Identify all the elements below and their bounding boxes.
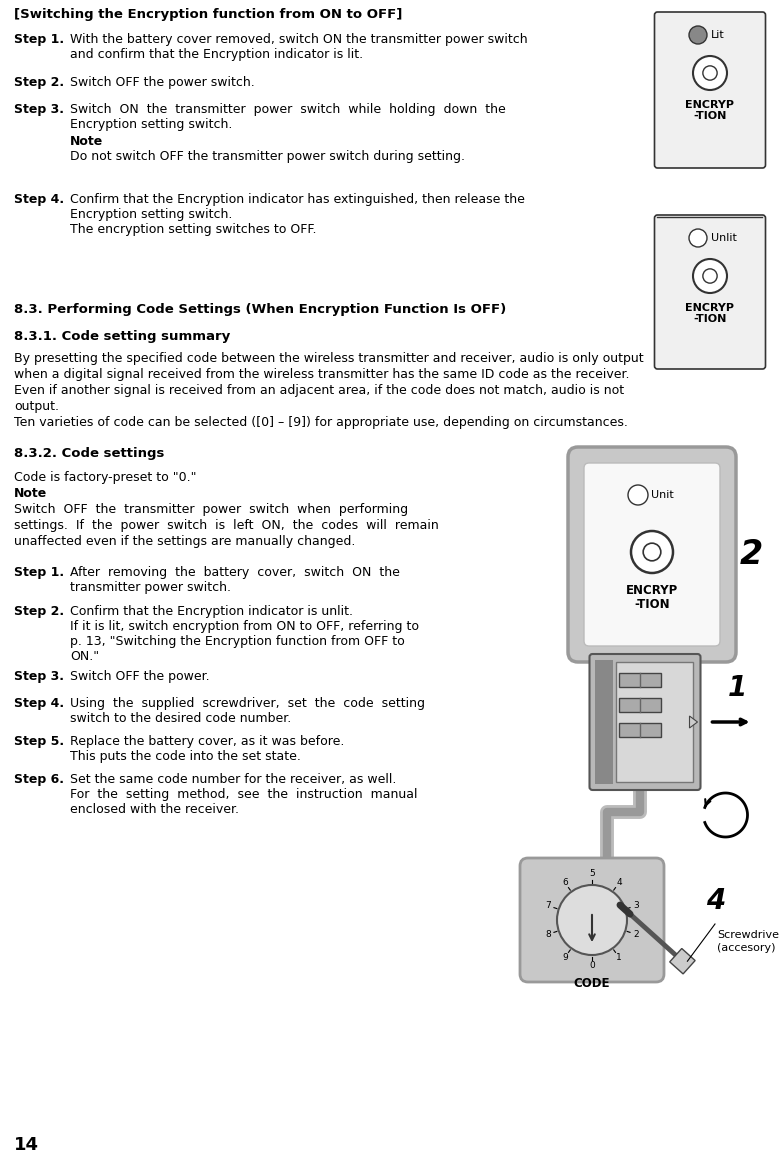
FancyBboxPatch shape (520, 859, 664, 982)
Text: 14: 14 (14, 1136, 39, 1154)
Circle shape (703, 66, 717, 80)
Text: Do not switch OFF the transmitter power switch during setting.: Do not switch OFF the transmitter power … (70, 150, 465, 163)
FancyBboxPatch shape (654, 215, 766, 369)
Text: 9: 9 (562, 953, 568, 961)
Text: [Switching the Encryption function from ON to OFF]: [Switching the Encryption function from … (14, 8, 403, 21)
Text: Screwdriver: Screwdriver (717, 930, 779, 941)
Text: Step 5.: Step 5. (14, 735, 64, 748)
Bar (619, 698, 661, 712)
Text: p. 13, "Switching the Encryption function from OFF to: p. 13, "Switching the Encryption functio… (70, 635, 405, 649)
Text: 1: 1 (728, 674, 747, 702)
FancyBboxPatch shape (584, 463, 720, 646)
FancyBboxPatch shape (590, 654, 700, 790)
Text: 8.3.2. Code settings: 8.3.2. Code settings (14, 447, 164, 460)
Text: 2: 2 (740, 538, 763, 571)
Text: With the battery cover removed, switch ON the transmitter power switch: With the battery cover removed, switch O… (70, 33, 527, 46)
Text: transmitter power switch.: transmitter power switch. (70, 580, 231, 594)
Text: settings.  If  the  power  switch  is  left  ON,  the  codes  will  remain: settings. If the power switch is left ON… (14, 519, 439, 532)
Text: Step 4.: Step 4. (14, 193, 64, 207)
Text: Step 2.: Step 2. (14, 605, 64, 619)
Text: This puts the code into the set state.: This puts the code into the set state. (70, 750, 301, 763)
Text: 8: 8 (545, 930, 551, 938)
Text: ENCRYP
-TION: ENCRYP -TION (686, 100, 735, 121)
Text: 5: 5 (589, 869, 595, 878)
Text: Unlit: Unlit (711, 233, 737, 243)
Text: and confirm that the Encryption indicator is lit.: and confirm that the Encryption indicato… (70, 48, 363, 61)
Circle shape (689, 228, 707, 247)
Circle shape (643, 544, 661, 561)
Text: Using  the  supplied  screwdriver,  set  the  code  setting: Using the supplied screwdriver, set the … (70, 697, 425, 710)
Text: Switch OFF the power switch.: Switch OFF the power switch. (70, 76, 255, 89)
Text: Confirm that the Encryption indicator is unlit.: Confirm that the Encryption indicator is… (70, 605, 353, 619)
Text: Switch OFF the power.: Switch OFF the power. (70, 670, 210, 683)
Text: If it is lit, switch encryption from ON to OFF, referring to: If it is lit, switch encryption from ON … (70, 620, 419, 634)
Text: Encryption setting switch.: Encryption setting switch. (70, 208, 232, 222)
Text: Lit: Lit (711, 30, 724, 40)
Text: Switch  ON  the  transmitter  power  switch  while  holding  down  the: Switch ON the transmitter power switch w… (70, 103, 506, 117)
Text: Step 2.: Step 2. (14, 76, 64, 89)
Text: ON.": ON." (70, 650, 99, 664)
FancyBboxPatch shape (568, 447, 736, 662)
Text: Step 1.: Step 1. (14, 565, 64, 579)
Text: 8.3. Performing Code Settings (When Encryption Function Is OFF): 8.3. Performing Code Settings (When Encr… (14, 304, 506, 316)
Text: ENCRYP
-TION: ENCRYP -TION (626, 584, 679, 610)
Text: switch to the desired code number.: switch to the desired code number. (70, 712, 291, 725)
Text: 3: 3 (633, 901, 639, 911)
Text: Replace the battery cover, as it was before.: Replace the battery cover, as it was bef… (70, 735, 344, 748)
Text: 7: 7 (545, 901, 551, 911)
Text: 4: 4 (616, 878, 622, 887)
FancyBboxPatch shape (654, 12, 766, 168)
Text: Step 3.: Step 3. (14, 670, 64, 683)
Text: Step 4.: Step 4. (14, 697, 64, 710)
Text: By presetting the specified code between the wireless transmitter and receiver, : By presetting the specified code between… (14, 352, 643, 365)
Text: Switch  OFF  the  transmitter  power  switch  when  performing: Switch OFF the transmitter power switch … (14, 503, 408, 516)
Text: Ten varieties of code can be selected ([0] – [9]) for appropriate use, depending: Ten varieties of code can be selected ([… (14, 415, 628, 429)
Text: For  the  setting  method,  see  the  instruction  manual: For the setting method, see the instruct… (70, 788, 418, 801)
Polygon shape (689, 715, 697, 728)
Text: The encryption setting switches to OFF.: The encryption setting switches to OFF. (70, 223, 316, 237)
Text: Step 1.: Step 1. (14, 33, 64, 46)
Bar (616, 662, 693, 782)
Text: 0: 0 (589, 961, 595, 971)
Circle shape (693, 57, 727, 90)
Text: ENCRYP
-TION: ENCRYP -TION (686, 304, 735, 324)
Text: unaffected even if the settings are manually changed.: unaffected even if the settings are manu… (14, 535, 355, 548)
Text: Encryption setting switch.: Encryption setting switch. (70, 118, 232, 132)
Text: CODE: CODE (574, 977, 610, 990)
Text: After  removing  the  battery  cover,  switch  ON  the: After removing the battery cover, switch… (70, 565, 400, 579)
Text: (accesory): (accesory) (717, 943, 776, 953)
Text: output.: output. (14, 400, 59, 413)
Text: 8.3.1. Code setting summary: 8.3.1. Code setting summary (14, 330, 231, 343)
Text: 4: 4 (706, 887, 725, 915)
Text: 6: 6 (562, 878, 568, 887)
Text: Step 3.: Step 3. (14, 103, 64, 117)
Circle shape (557, 885, 627, 956)
Circle shape (703, 269, 717, 283)
Text: Code is factory-preset to "0.": Code is factory-preset to "0." (14, 471, 196, 484)
Text: Unit: Unit (651, 490, 674, 500)
Bar (619, 724, 661, 737)
Text: Note: Note (70, 135, 104, 148)
Circle shape (693, 258, 727, 293)
Text: Note: Note (14, 487, 48, 500)
Text: enclosed with the receiver.: enclosed with the receiver. (70, 803, 239, 816)
Bar (595, 660, 614, 784)
Text: Set the same code number for the receiver, as well.: Set the same code number for the receive… (70, 773, 397, 786)
Bar (619, 673, 661, 687)
Circle shape (689, 27, 707, 44)
Text: 1: 1 (616, 953, 622, 961)
Circle shape (631, 531, 673, 574)
Text: when a digital signal received from the wireless transmitter has the same ID cod: when a digital signal received from the … (14, 368, 629, 381)
Text: 2: 2 (633, 930, 639, 938)
Text: Confirm that the Encryption indicator has extinguished, then release the: Confirm that the Encryption indicator ha… (70, 193, 525, 207)
Text: Step 6.: Step 6. (14, 773, 64, 786)
Text: Even if another signal is received from an adjacent area, if the code does not m: Even if another signal is received from … (14, 384, 624, 397)
Circle shape (628, 485, 648, 505)
Polygon shape (670, 949, 695, 974)
